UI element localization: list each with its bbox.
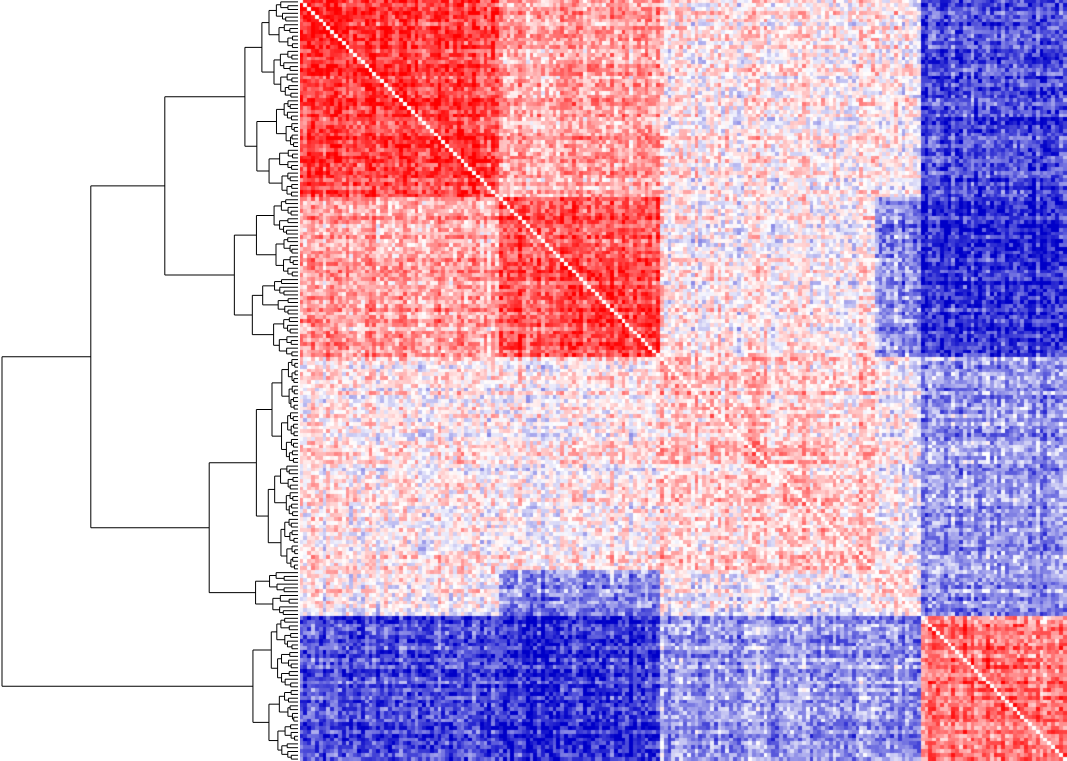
row-dendrogram bbox=[1, 1, 298, 760]
correlation-heatmap bbox=[300, 0, 1067, 761]
